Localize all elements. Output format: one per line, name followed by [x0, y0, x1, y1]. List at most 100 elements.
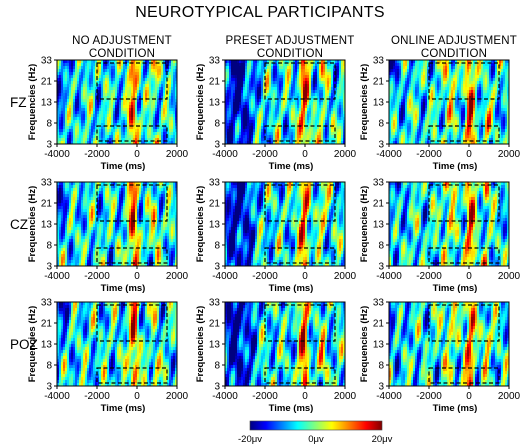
y-tick-label: 8 — [214, 361, 220, 372]
x-axis-label: Time (ms) — [433, 283, 478, 294]
highlight-window — [264, 247, 336, 264]
x-tick-label: 0 — [134, 149, 140, 160]
highlight-window — [96, 247, 168, 264]
y-axis-label: Frequencies (Hz) — [359, 306, 370, 383]
y-tick-label: 3 — [46, 140, 52, 151]
y-tick-label: 33 — [41, 56, 53, 67]
heatmap-panel: 3 8 13 21 33 -4000 -2000 0 2000 Time (ms) Frequenc… — [359, 56, 520, 173]
y-tick-label: 33 — [41, 178, 53, 189]
y-axis-label: Frequencies (Hz) — [195, 306, 206, 383]
y-axis-label: Frequencies (Hz) — [195, 64, 206, 141]
x-axis-label: Time (ms) — [269, 403, 314, 414]
x-tick-label: -2000 — [84, 391, 110, 402]
x-tick-label: 2000 — [166, 271, 189, 282]
x-tick-label: -4000 — [212, 271, 238, 282]
y-tick-label: 21 — [373, 199, 385, 210]
y-tick-label: 33 — [209, 178, 221, 189]
y-axis-label: Frequencies (Hz) — [27, 186, 38, 263]
heatmap-panel: 3 8 13 21 33 -4000 -2000 0 2000 Time (ms) Frequenc… — [27, 56, 189, 173]
x-axis-label: Time (ms) — [101, 161, 146, 172]
x-axis-label: Time (ms) — [433, 403, 478, 414]
heatmap-panel: 3 8 13 21 33 -4000 -2000 0 2000 Time (ms) Frequenc… — [359, 298, 520, 415]
highlight-window — [264, 304, 336, 342]
x-tick-label: 0 — [302, 271, 308, 282]
highlight-window — [428, 247, 500, 264]
y-axis-label: Frequencies (Hz) — [27, 64, 38, 141]
y-tick-label: 21 — [41, 77, 53, 88]
heatmap-panel: 3 8 13 21 33 -4000 -2000 0 2000 Time (ms) Frequenc… — [27, 178, 189, 295]
x-tick-label: 2000 — [334, 271, 357, 282]
x-tick-label: 2000 — [334, 149, 357, 160]
heatmap-cells — [389, 60, 509, 144]
figure-title: NEUROTYPICAL PARTICIPANTS — [135, 4, 385, 21]
y-tick-label: 33 — [373, 298, 385, 309]
highlight-window — [96, 367, 168, 384]
y-tick-label: 33 — [209, 56, 221, 67]
y-axis-label: Frequencies (Hz) — [27, 306, 38, 383]
heatmap-cells — [57, 302, 177, 386]
x-tick-label: 2000 — [498, 149, 520, 160]
y-tick-label: 3 — [46, 262, 52, 273]
y-tick-label: 3 — [378, 382, 384, 393]
condition-label: ONLINE ADJUSTMENT — [391, 35, 517, 47]
heatmap-cells — [225, 302, 345, 386]
x-tick-label: 2000 — [498, 271, 520, 282]
y-tick-label: 3 — [378, 262, 384, 273]
heatmap-cells — [57, 60, 177, 144]
y-tick-label: 3 — [214, 382, 220, 393]
x-tick-label: 0 — [134, 271, 140, 282]
y-axis-label: Frequencies (Hz) — [195, 186, 206, 263]
heatmap-panel: 3 8 13 21 33 -4000 -2000 0 2000 Time (ms) Frequenc… — [195, 56, 357, 173]
y-tick-label: 8 — [378, 241, 384, 252]
condition-label: CONDITION — [257, 48, 323, 60]
y-tick-label: 8 — [46, 119, 52, 130]
highlight-window — [96, 184, 168, 222]
electrode-label: FZ — [10, 95, 27, 110]
y-tick-label: 21 — [41, 319, 53, 330]
x-tick-label: 2000 — [498, 391, 520, 402]
condition-label: CONDITION — [89, 48, 155, 60]
heatmap-panel: 3 8 13 21 33 -4000 -2000 0 2000 Time (ms) Frequenc… — [195, 298, 357, 415]
heatmap-panel: 3 8 13 21 33 -4000 -2000 0 2000 Time (ms) Frequenc… — [359, 178, 520, 295]
condition-label: PRESET ADJUSTMENT — [225, 35, 354, 47]
y-tick-label: 21 — [209, 77, 221, 88]
x-tick-label: 0 — [466, 271, 472, 282]
y-tick-label: 3 — [214, 262, 220, 273]
highlight-window — [428, 62, 500, 100]
heatmap-panel: 3 8 13 21 33 -4000 -2000 0 2000 Time (ms) Frequenc… — [27, 298, 189, 415]
heatmap-cells — [389, 182, 509, 266]
y-tick-label: 13 — [209, 220, 221, 231]
y-tick-label: 21 — [209, 319, 221, 330]
highlight-window — [264, 125, 336, 142]
heatmap-cells — [57, 182, 177, 266]
highlight-window — [96, 62, 168, 100]
colorbar-tick-label: 20μv — [372, 434, 393, 445]
y-tick-label: 8 — [378, 119, 384, 130]
x-tick-label: -2000 — [84, 149, 110, 160]
highlight-window — [264, 62, 336, 100]
x-tick-label: 2000 — [166, 391, 189, 402]
x-tick-label: -4000 — [212, 391, 238, 402]
condition-label: CONDITION — [421, 48, 487, 60]
y-tick-label: 8 — [46, 241, 52, 252]
y-tick-label: 3 — [378, 140, 384, 151]
condition-label: NO ADJUSTMENT — [72, 35, 172, 47]
x-axis-label: Time (ms) — [269, 161, 314, 172]
y-tick-label: 8 — [214, 241, 220, 252]
highlight-window — [264, 184, 336, 222]
x-tick-label: -4000 — [376, 391, 402, 402]
y-axis-label: Frequencies (Hz) — [359, 64, 370, 141]
y-tick-label: 8 — [214, 119, 220, 130]
highlight-window — [428, 184, 500, 222]
x-axis-label: Time (ms) — [101, 283, 146, 294]
highlight-window — [428, 367, 500, 384]
x-tick-label: 0 — [134, 391, 140, 402]
x-tick-label: 2000 — [334, 391, 357, 402]
y-tick-label: 3 — [46, 382, 52, 393]
y-tick-label: 13 — [373, 98, 385, 109]
colorbar-tick-label: 0μv — [308, 434, 324, 445]
y-tick-label: 8 — [378, 361, 384, 372]
colorbar: -20μv 0μv 20μv — [238, 420, 393, 445]
y-tick-label: 33 — [209, 298, 221, 309]
